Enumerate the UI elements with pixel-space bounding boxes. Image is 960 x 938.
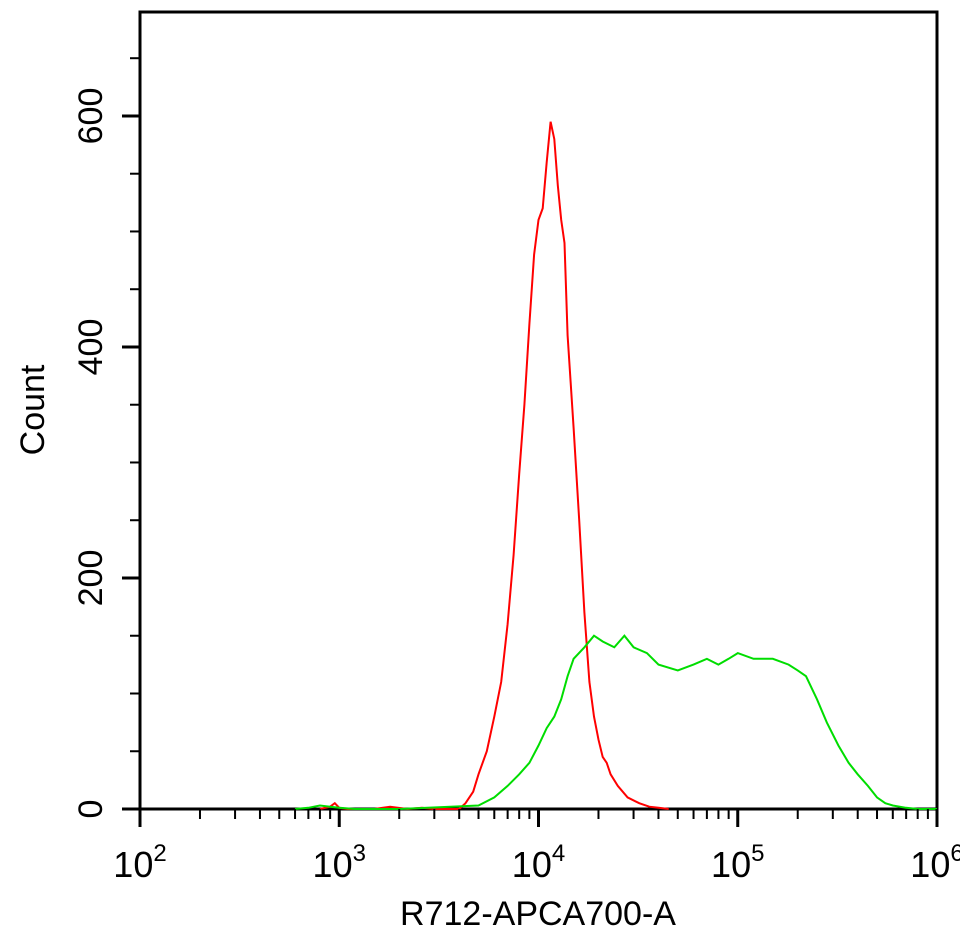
x-tick-label: 103 (313, 840, 366, 885)
plot-frame (138, 10, 939, 811)
y-axis-ticks: 0 200 400 600 (72, 57, 140, 819)
y-tick-label: 400 (72, 319, 110, 376)
y-axis-title: Count (14, 364, 52, 455)
y-tick-label: 0 (72, 800, 110, 819)
series-layer (294, 121, 937, 811)
x-tick-label: 106 (910, 840, 960, 885)
x-axis-title: R712-APCA700-A (400, 895, 676, 933)
x-tick-label: 102 (113, 840, 166, 885)
series-line-1 (319, 121, 669, 811)
x-tick-label: 105 (711, 840, 764, 885)
y-tick-label: 600 (72, 88, 110, 145)
x-tick-label: 104 (512, 840, 565, 885)
series-line-2 (294, 634, 937, 810)
y-tick-label: 200 (72, 550, 110, 607)
x-axis-ticks: 102 103 104 105 106 (113, 809, 960, 885)
